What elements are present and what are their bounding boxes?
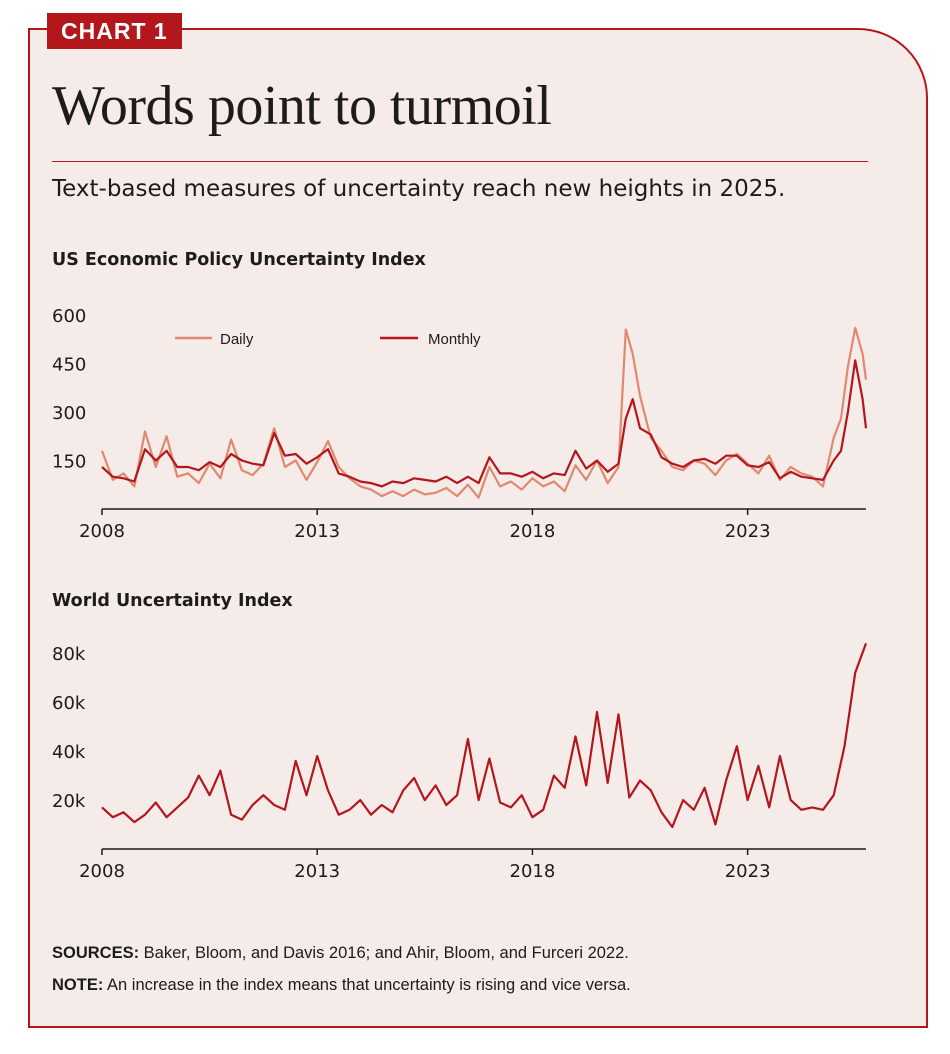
c2-x-tick-label: 2023: [725, 861, 771, 882]
c1-series-line-daily: [100, 326, 868, 499]
legend: Daily Monthly: [175, 331, 481, 348]
chart-panel: [28, 28, 928, 1028]
legend-daily-label: Daily: [220, 331, 254, 348]
c2-y-tick-label: 40k: [52, 742, 86, 763]
chart2-title: World Uncertainty Index: [52, 591, 293, 611]
legend-monthly-label: Monthly: [428, 331, 481, 348]
note-label: NOTE:: [52, 976, 104, 994]
chart-tag: CHART 1: [47, 13, 182, 49]
c2-x-tick-label: 2018: [510, 861, 556, 882]
c1-y-tick-label: 300: [52, 403, 86, 424]
c1-x-tick-label: 2023: [725, 521, 771, 542]
note-text: An increase in the index means that unce…: [103, 976, 631, 994]
c1-x-tick-label: 2018: [510, 521, 556, 542]
sources-note: SOURCES: Baker, Bloom, and Davis 2016; a…: [52, 944, 629, 963]
sources-text: Baker, Bloom, and Davis 2016; and Ahir, …: [139, 944, 629, 962]
chart1-title: US Economic Policy Uncertainty Index: [52, 250, 426, 270]
c2-y-tick-label: 20k: [52, 791, 86, 812]
c2-x-tick-label: 2008: [79, 861, 125, 882]
title-divider: [52, 161, 868, 162]
c2-series-line-0: [101, 643, 868, 829]
c1-x-tick-label: 2008: [79, 521, 125, 542]
page-title: Words point to turmoil: [52, 75, 552, 137]
us-epu-chart: Daily Monthly 150 300 450 600 2008 2013 2018 2…: [52, 306, 868, 542]
c1-y-tick-label: 150: [52, 452, 86, 473]
c2-y-tick-label: 60k: [52, 693, 86, 714]
c1-y-tick-label: 600: [52, 306, 86, 327]
c1-x-tick-label: 2013: [294, 521, 340, 542]
sources-label: SOURCES:: [52, 944, 140, 962]
c1-y-tick-label: 450: [52, 355, 86, 376]
page-subtitle: Text-based measures of uncertainty reach…: [52, 176, 786, 202]
c2-y-tick-label: 80k: [52, 644, 86, 665]
note: NOTE: An increase in the index means tha…: [52, 976, 631, 995]
world-uncertainty-chart: 20k 40k 60k 80k 2008 2013 2018 2023: [52, 643, 868, 882]
c1-series-line-monthly: [101, 359, 868, 488]
c2-x-tick-label: 2013: [294, 861, 340, 882]
